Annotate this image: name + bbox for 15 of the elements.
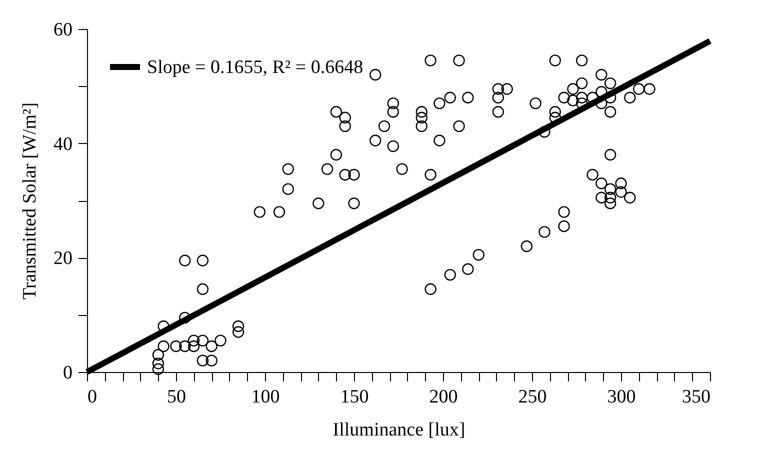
x-tick-label: 200 <box>429 386 458 408</box>
y-tick-label: 0 <box>63 362 72 384</box>
y-tick-label: 40 <box>54 134 72 155</box>
x-axis-title: Illuminance [lux] <box>332 420 466 440</box>
x-tick-label: 350 <box>682 386 710 408</box>
y-tick-label: 20 <box>54 248 72 270</box>
legend-label: Slope = 0.1655, R² = 0.6648 <box>147 57 364 78</box>
x-tick-label: 250 <box>518 386 547 408</box>
x-tick-label: 100 <box>251 386 280 408</box>
y-axis-title: Transmitted Solar [W/m²] <box>20 102 40 300</box>
x-tick-label: 300 <box>607 386 636 408</box>
x-tick-label: 50 <box>167 386 186 408</box>
y-tick-label: 60 <box>54 20 72 40</box>
x-tick-label: 0 <box>88 386 97 408</box>
x-tick-label: 150 <box>340 386 369 408</box>
